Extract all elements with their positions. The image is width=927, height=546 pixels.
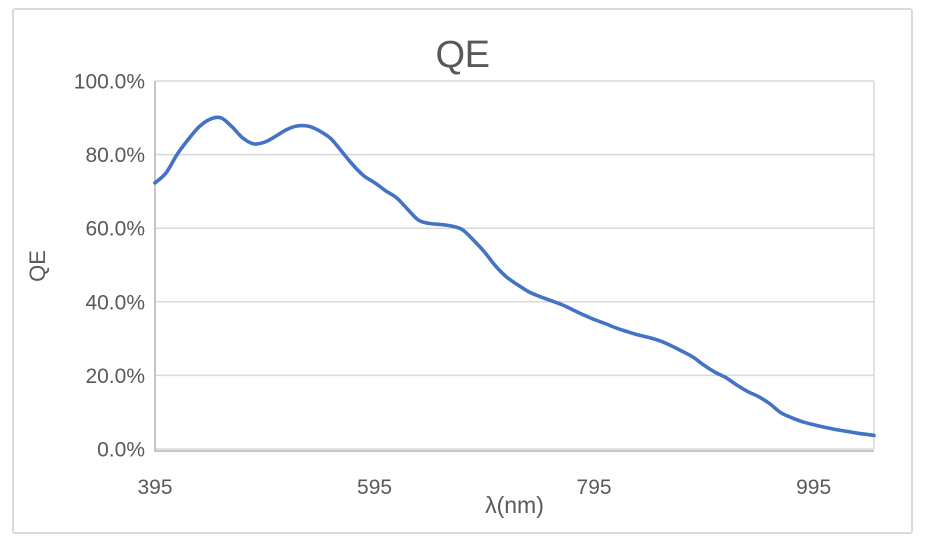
- qe-series-line: [153, 115, 876, 438]
- y-tick-label: 80.0%: [85, 144, 145, 167]
- y-tick-label: 100.0%: [74, 71, 145, 94]
- x-tick-label: 795: [577, 476, 612, 499]
- chart-card: [12, 8, 913, 534]
- x-tick-label: 595: [357, 476, 392, 499]
- x-tick-label: 995: [796, 476, 831, 499]
- y-tick-label: 60.0%: [85, 218, 145, 241]
- x-axis-title: λ(nm): [485, 492, 544, 518]
- x-tick-labels: 395 595 795 995: [137, 476, 831, 499]
- y-tick-label: 0.0%: [97, 439, 145, 462]
- y-tick-label: 40.0%: [85, 291, 145, 314]
- y-tick-labels: 0.0% 20.0% 40.0% 60.0% 80.0% 100.0%: [74, 71, 145, 462]
- x-tick-label: 395: [137, 476, 172, 499]
- chart-title: QE: [435, 34, 490, 76]
- gridlines: [155, 80, 875, 450]
- y-axis-title: QE: [25, 250, 50, 282]
- y-tick-label: 20.0%: [85, 365, 145, 388]
- axis-lines: [154, 81, 874, 452]
